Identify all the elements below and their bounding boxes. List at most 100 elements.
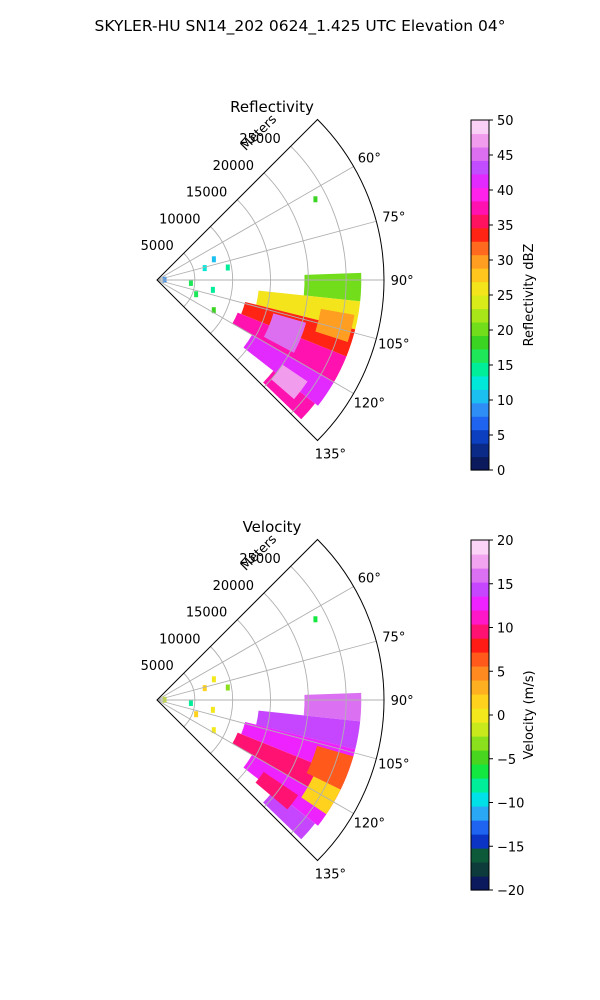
radial-tick-label: 15000: [186, 186, 227, 201]
colorbar-swatch: [471, 652, 489, 667]
echo-region: [263, 313, 307, 353]
colorbar-tick-label: 25: [497, 289, 514, 304]
colorbar-swatch: [471, 335, 489, 350]
colorbar-swatch: [471, 540, 489, 555]
colorbar-swatch: [471, 295, 489, 310]
colorbar-tick-label: 20: [497, 534, 514, 549]
colorbar-swatch: [471, 610, 489, 625]
colorbar-swatch: [471, 722, 489, 737]
colorbar-swatch: [471, 443, 489, 458]
colorbar-swatch: [471, 402, 489, 417]
azimuth-tick-label: 60°: [358, 571, 381, 586]
colorbar-tick-label: 0: [497, 709, 505, 724]
colorbar-swatch: [471, 596, 489, 611]
radial-tick-label: 5000: [141, 239, 174, 254]
radial-tick-label: 15000: [186, 606, 227, 621]
azimuth-tick-label: 105°: [378, 757, 409, 772]
azimuth-tick-label: 90°: [391, 274, 414, 289]
sector-outline: [156, 118, 385, 442]
colorbar-swatch: [471, 146, 489, 161]
reflectivity-sector: 500010000150002000025000Meters60°75°90°1…: [141, 112, 414, 462]
colorbar-swatch: [471, 862, 489, 877]
colorbar-swatch: [471, 834, 489, 849]
colorbar-swatch: [471, 281, 489, 296]
colorbar-tick-label: −10: [497, 797, 524, 812]
azimuth-tick-label: 60°: [358, 151, 381, 166]
colorbar-swatch: [471, 764, 489, 779]
echo-speckle: [211, 307, 216, 314]
azimuth-tick-label: 135°: [315, 867, 346, 882]
colorbar-swatch: [471, 187, 489, 202]
echo-region: [263, 790, 316, 840]
echo-speckle: [202, 265, 207, 272]
echo-speckle: [188, 699, 193, 706]
colorbar-tick-label: 5: [497, 665, 505, 680]
colorbar-swatch: [471, 554, 489, 569]
colorbar-swatch: [471, 666, 489, 681]
colorbar-swatch: [471, 389, 489, 404]
radial-tick-label: 5000: [141, 659, 174, 674]
colorbar-tick-label: −20: [497, 884, 524, 899]
velocity-panel: Velocity 500010000150002000025000Meters6…: [141, 518, 537, 899]
echo-speckle: [210, 286, 215, 293]
colorbar-swatch: [471, 173, 489, 188]
colorbar-swatch: [471, 806, 489, 821]
colorbar-swatch: [471, 268, 489, 283]
colorbar-swatch: [471, 375, 489, 390]
colorbar-tick-label: 50: [497, 114, 514, 129]
echo-speckle: [202, 685, 207, 692]
azimuth-gridline: [156, 279, 377, 340]
echo-region: [315, 308, 355, 342]
echo-speckle: [225, 264, 230, 271]
colorbar-swatch: [471, 308, 489, 323]
radial-tick-label: 10000: [159, 212, 200, 227]
colorbar-tick-label: −5: [497, 753, 516, 768]
colorbar-swatch: [471, 120, 489, 135]
sector-outline: [156, 538, 385, 862]
colorbar-swatch: [471, 160, 489, 175]
colorbar-tick-label: 0: [497, 464, 505, 479]
echo-region: [255, 771, 299, 810]
radial-tick-label: 10000: [159, 632, 200, 647]
echo-speckle: [211, 676, 216, 683]
azimuth-gridline: [156, 640, 377, 701]
azimuth-gridline: [156, 220, 377, 281]
colorbar-swatch: [471, 362, 489, 377]
echo-speckle: [211, 727, 216, 734]
echo-speckle: [188, 279, 193, 286]
colorbar-swatch: [471, 778, 489, 793]
colorbar-tick-label: 20: [497, 324, 514, 339]
radial-tick-label: 20000: [213, 579, 254, 594]
echo-speckle: [194, 291, 199, 298]
echo-speckle: [211, 256, 216, 263]
echo-region: [271, 364, 308, 400]
colorbar-swatch: [471, 214, 489, 229]
colorbar-swatch: [471, 820, 489, 835]
colorbar-tick-label: 30: [497, 254, 514, 269]
azimuth-gridline: [156, 166, 354, 281]
velocity-colorbar: −20 −15 −10 −5 0 5 10 15 20 Velocity (m/s): [470, 534, 537, 899]
velocity-sector: 500010000150002000025000Meters60°75°90°1…: [141, 532, 414, 882]
azimuth-gridline: [156, 586, 354, 701]
colorbar-swatch: [471, 694, 489, 709]
colorbar-swatch: [471, 133, 489, 148]
colorbar-tick-label: 10: [497, 394, 514, 409]
colorbar-swatch: [471, 736, 489, 751]
azimuth-tick-label: 90°: [391, 694, 414, 709]
figure-suptitle: SKYLER-HU SN14_202 0624_1.425 UTC Elevat…: [95, 17, 506, 36]
azimuth-gridline: [156, 699, 354, 814]
colorbar-swatch: [471, 241, 489, 256]
echo-speckle: [313, 616, 318, 623]
colorbar-tick-label: 5: [497, 429, 505, 444]
radial-tick-label: 25000: [239, 132, 280, 147]
colorbar-swatch: [471, 848, 489, 863]
colorbar-tick-label: 45: [497, 149, 514, 164]
radial-tick-label: 20000: [213, 159, 254, 174]
colorbar-swatch: [471, 254, 489, 269]
colorbar-swatch: [471, 321, 489, 336]
azimuth-tick-label: 120°: [354, 817, 385, 832]
azimuth-tick-label: 105°: [378, 337, 409, 352]
azimuth-tick-label: 75°: [382, 631, 405, 646]
azimuth-tick-label: 120°: [354, 397, 385, 412]
